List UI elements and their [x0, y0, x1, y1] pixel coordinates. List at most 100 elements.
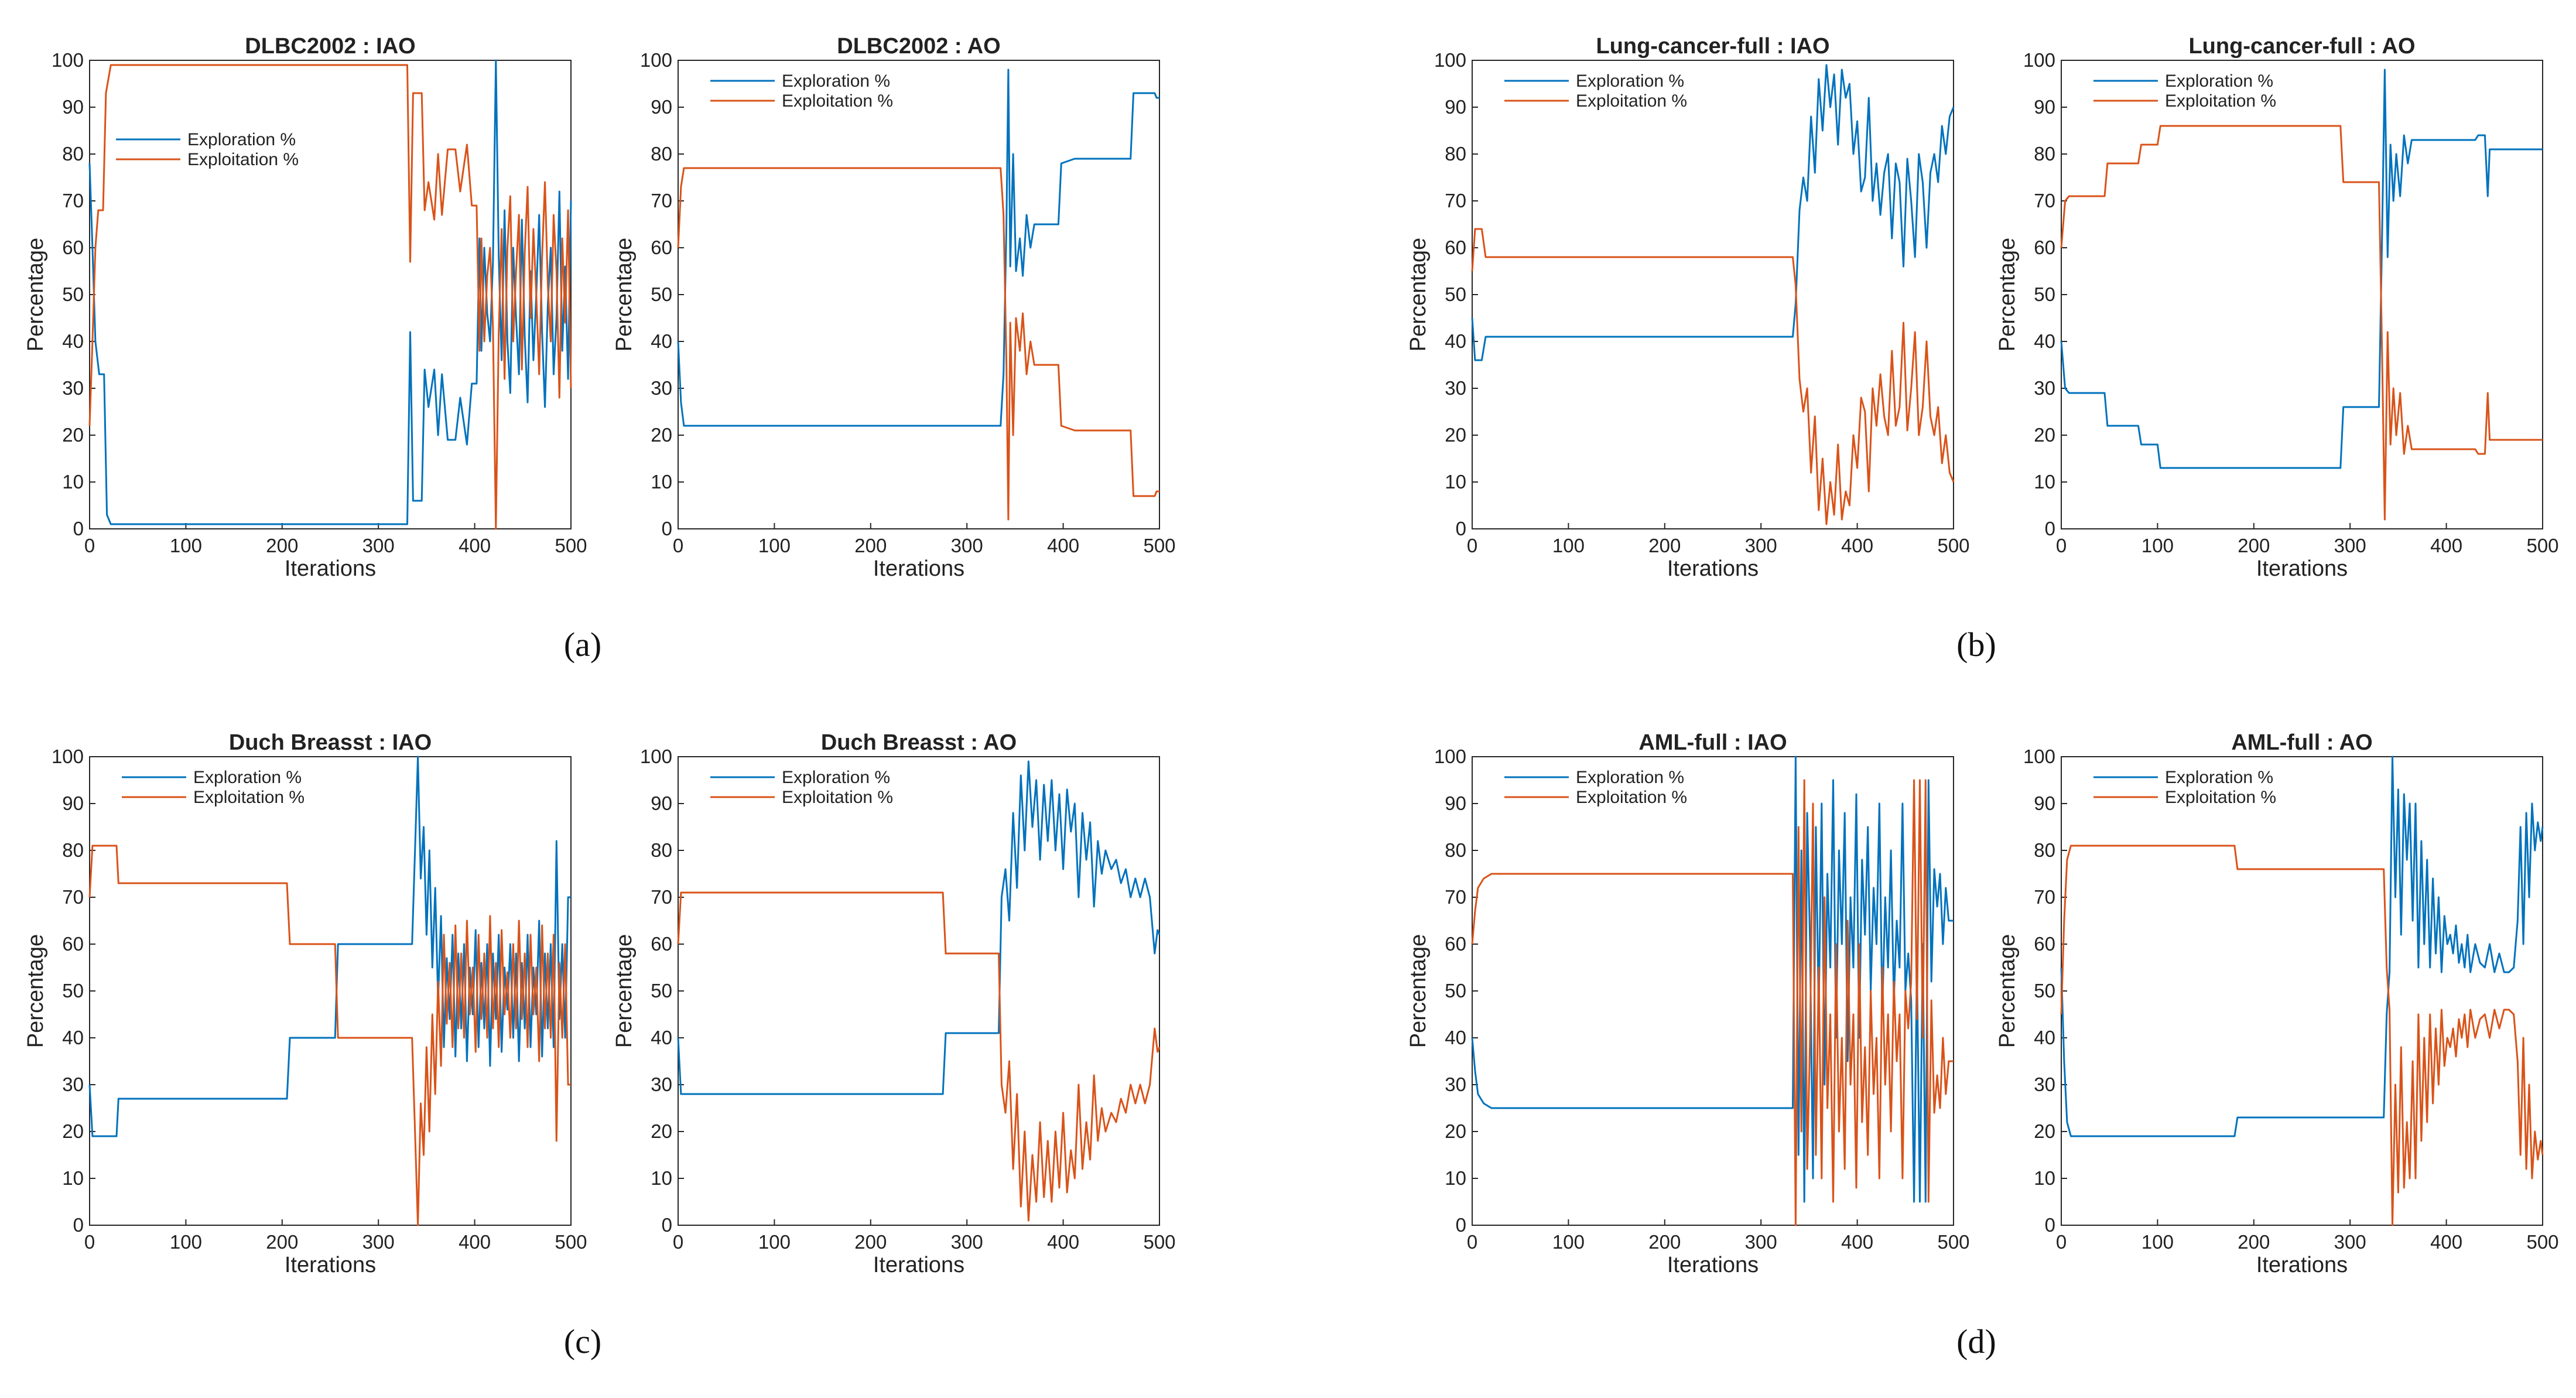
- y-axis-label: Percentage: [612, 238, 637, 351]
- chart-title: AML-full : AO: [2231, 730, 2372, 755]
- y-tick-label: 0: [1456, 1214, 1466, 1236]
- x-axis-label: Iterations: [873, 1253, 964, 1277]
- y-tick-label: 40: [62, 330, 84, 352]
- x-tick-label: 100: [170, 1231, 202, 1253]
- legend: Exploration %Exploitation %: [710, 71, 893, 111]
- x-tick-label: 500: [1937, 535, 1969, 556]
- y-tick-label: 0: [73, 518, 84, 539]
- y-tick-label: 10: [2034, 1167, 2055, 1189]
- y-tick-label: 90: [651, 96, 672, 118]
- plot-area: [89, 60, 572, 529]
- y-tick-label: 0: [662, 1214, 672, 1236]
- y-tick-label: 40: [2034, 1027, 2055, 1048]
- y-tick-label: 60: [2034, 237, 2055, 258]
- y-tick-label: 20: [2034, 424, 2055, 446]
- x-tick-label: 300: [362, 535, 395, 556]
- y-tick-label: 80: [1445, 839, 1466, 861]
- x-tick-label: 500: [1143, 1231, 1175, 1253]
- legend-label: Exploration %: [193, 768, 302, 787]
- y-tick-label: 100: [52, 49, 84, 71]
- x-tick-label: 300: [362, 1231, 395, 1253]
- series-line-exploration: [677, 69, 1159, 427]
- y-tick-label: 50: [62, 980, 84, 1001]
- legend-label: Exploitation %: [2165, 91, 2276, 111]
- chart-title: Lung-cancer-full : IAO: [1596, 34, 1830, 59]
- x-tick-label: 0: [1467, 1231, 1477, 1253]
- x-tick-label: 200: [266, 1231, 298, 1253]
- x-axis-label: Iterations: [1667, 556, 1759, 581]
- y-tick-label: 10: [1445, 1167, 1466, 1189]
- y-tick-label: 30: [1445, 377, 1466, 399]
- y-axis-label: Percentage: [1406, 238, 1431, 351]
- x-tick-label: 200: [1648, 535, 1681, 556]
- x-tick-label: 400: [1047, 535, 1079, 556]
- y-tick-label: 10: [651, 471, 672, 493]
- legend-label: Exploration %: [1576, 768, 1684, 787]
- x-tick-label: 0: [1467, 535, 1477, 556]
- x-tick-label: 400: [459, 535, 491, 556]
- x-tick-label: 200: [854, 535, 887, 556]
- y-axis-label: Percentage: [1995, 934, 2020, 1048]
- y-tick-label: 40: [2034, 330, 2055, 352]
- y-tick-label: 80: [651, 839, 672, 861]
- y-tick-label: 80: [2034, 143, 2055, 165]
- y-tick-label: 60: [1445, 933, 1466, 955]
- chart-panel-5: 0 10 20 30 40 50 60 70 80 90 100 0 100 200 300 400 500 Du…: [23, 730, 587, 1277]
- x-tick-label: 0: [673, 535, 683, 556]
- series-line-exploration: [1471, 756, 1954, 1203]
- legend: Exploration %Exploitation %: [116, 130, 299, 169]
- y-tick-label: 80: [1445, 143, 1466, 165]
- y-tick-label: 70: [1445, 886, 1466, 908]
- y-tick-label: 90: [1445, 96, 1466, 118]
- y-tick-label: 80: [62, 839, 84, 861]
- x-tick-label: 200: [854, 1231, 887, 1253]
- y-tick-label: 10: [62, 471, 84, 493]
- chart-panel-4: 0 10 20 30 40 50 60 70 80 90 100 0 100 200 300 400 500 Lu…: [1995, 34, 2559, 581]
- chart-panel-3: 0 10 20 30 40 50 60 70 80 90 100 0 100 200 300 400 500 Lu…: [1406, 34, 1970, 581]
- series-line-exploration: [2060, 69, 2543, 469]
- y-tick-label: 30: [1445, 1074, 1466, 1095]
- y-tick-label: 10: [2034, 471, 2055, 493]
- chart-title: AML-full : IAO: [1638, 730, 1787, 755]
- y-axis-label: Percentage: [1406, 934, 1431, 1048]
- y-axis-label: Percentage: [612, 934, 637, 1048]
- y-tick-label: 50: [62, 283, 84, 305]
- legend: Exploration %Exploitation %: [1504, 71, 1687, 111]
- legend-label: Exploration %: [187, 130, 296, 149]
- legend-label: Exploitation %: [782, 788, 893, 807]
- y-tick-label: 0: [662, 518, 672, 539]
- y-tick-label: 20: [651, 1120, 672, 1142]
- y-tick-label: 80: [62, 143, 84, 165]
- y-tick-label: 90: [2034, 96, 2055, 118]
- y-tick-label: 70: [2034, 886, 2055, 908]
- y-tick-label: 40: [651, 330, 672, 352]
- series-line-exploration: [1471, 64, 1955, 361]
- legend: Exploration %Exploitation %: [1504, 768, 1687, 807]
- series-line-exploitation: [2060, 125, 2543, 521]
- series-line-exploitation: [677, 167, 1159, 521]
- x-tick-label: 300: [1745, 1231, 1777, 1253]
- y-axis-label: Percentage: [1995, 238, 2020, 351]
- y-tick-label: 20: [1445, 1120, 1466, 1142]
- y-tick-label: 60: [62, 933, 84, 955]
- chart-title: Lung-cancer-full : AO: [2188, 34, 2415, 59]
- series-line-exploitation: [88, 845, 571, 1226]
- plot-area: [1472, 756, 1954, 1226]
- x-tick-label: 200: [2238, 1231, 2270, 1253]
- chart-title: Duch Breasst : AO: [821, 730, 1017, 755]
- x-axis-label: Iterations: [285, 1253, 376, 1277]
- x-tick-label: 100: [1552, 1231, 1585, 1253]
- y-tick-label: 40: [1445, 1027, 1466, 1048]
- chart-panel-6: 0 10 20 30 40 50 60 70 80 90 100 0 100 200 300 400 500 Du…: [612, 730, 1176, 1277]
- y-tick-label: 60: [2034, 933, 2055, 955]
- series-line-exploitation: [88, 64, 572, 530]
- y-tick-label: 30: [651, 1074, 672, 1095]
- y-tick-label: 50: [1445, 283, 1466, 305]
- y-tick-label: 100: [640, 49, 672, 71]
- y-tick-label: 100: [1434, 746, 1466, 767]
- x-tick-label: 400: [1841, 535, 1873, 556]
- y-tick-label: 100: [2023, 49, 2055, 71]
- y-tick-label: 40: [62, 1027, 84, 1048]
- y-tick-label: 30: [62, 377, 84, 399]
- y-tick-label: 10: [1445, 471, 1466, 493]
